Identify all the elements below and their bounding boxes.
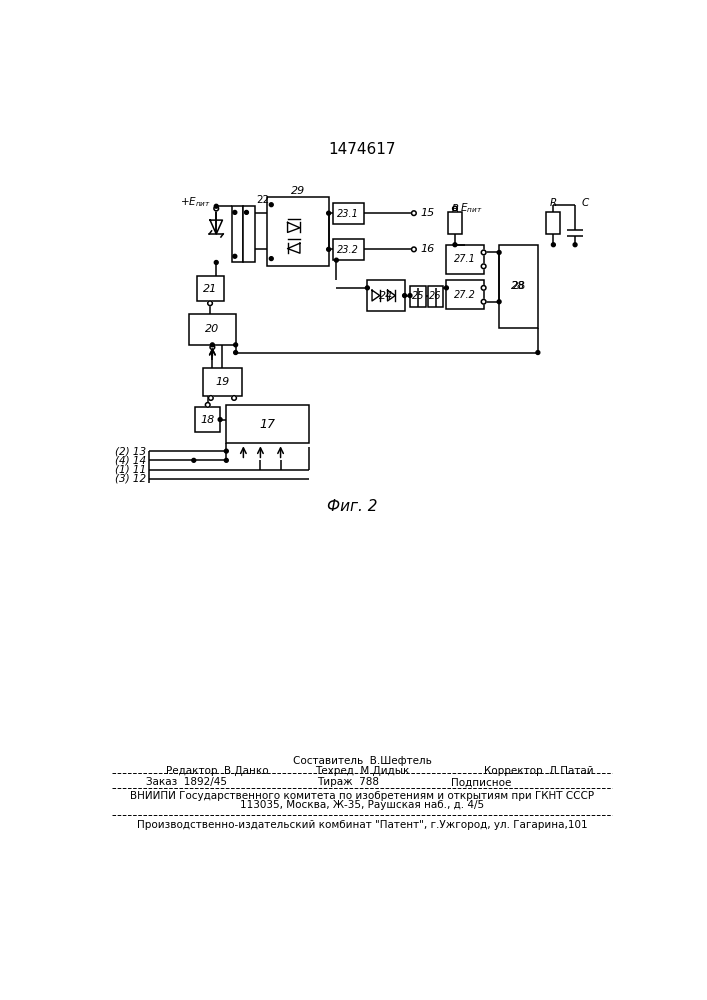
- Bar: [243, 206, 255, 262]
- Circle shape: [233, 254, 237, 258]
- Circle shape: [573, 243, 577, 247]
- Bar: [410, 286, 426, 307]
- Text: R: R: [550, 198, 557, 208]
- Bar: [232, 206, 243, 262]
- Circle shape: [481, 299, 486, 304]
- Text: Подписное: Подписное: [451, 777, 511, 787]
- Bar: [226, 405, 309, 443]
- Text: 15: 15: [420, 208, 434, 218]
- Text: Производственно-издательский комбинат "Патент", г.Ужгород, ул. Гагарина,101: Производственно-издательский комбинат "П…: [136, 820, 588, 830]
- Circle shape: [192, 458, 196, 462]
- Text: 23.2: 23.2: [337, 245, 359, 255]
- Text: (4) 14: (4) 14: [115, 455, 146, 465]
- Circle shape: [211, 343, 214, 347]
- Text: 17: 17: [259, 418, 276, 431]
- Text: 24: 24: [379, 291, 393, 301]
- Text: Составитель  В.Шефтель: Составитель В.Шефтель: [293, 756, 431, 766]
- Circle shape: [218, 418, 222, 421]
- Bar: [189, 314, 235, 345]
- Circle shape: [224, 458, 228, 462]
- Text: 113035, Москва, Ж-35, Раушская наб., д. 4/5: 113035, Москва, Ж-35, Раушская наб., д. …: [240, 800, 484, 810]
- Text: 1474617: 1474617: [328, 142, 396, 157]
- Circle shape: [232, 396, 236, 400]
- Bar: [267, 197, 329, 266]
- Circle shape: [408, 294, 412, 297]
- Circle shape: [206, 403, 210, 407]
- Bar: [499, 245, 538, 328]
- Bar: [332, 239, 363, 260]
- Circle shape: [209, 396, 213, 400]
- Text: Техред  М.Дидык: Техред М.Дидык: [315, 766, 409, 776]
- Circle shape: [411, 247, 416, 252]
- Bar: [195, 407, 220, 432]
- Text: 23.1: 23.1: [337, 209, 359, 219]
- Circle shape: [214, 204, 218, 208]
- Text: Редактор  В.Данко: Редактор В.Данко: [166, 766, 269, 776]
- Circle shape: [208, 301, 212, 306]
- Circle shape: [245, 210, 248, 214]
- Circle shape: [214, 206, 218, 211]
- Circle shape: [366, 286, 369, 290]
- Circle shape: [234, 343, 238, 347]
- Circle shape: [334, 258, 339, 262]
- Circle shape: [453, 243, 457, 247]
- Circle shape: [234, 351, 238, 354]
- Text: +$E_{пит}$: +$E_{пит}$: [180, 195, 211, 209]
- Circle shape: [536, 351, 540, 354]
- Text: 16: 16: [420, 244, 434, 254]
- Text: Корректор  Л.Патай: Корректор Л.Патай: [484, 766, 593, 776]
- Circle shape: [445, 286, 448, 290]
- Text: 28: 28: [511, 281, 525, 291]
- Text: 28: 28: [511, 281, 525, 291]
- Bar: [547, 212, 561, 234]
- Text: 20: 20: [205, 324, 219, 334]
- Circle shape: [214, 261, 218, 264]
- Bar: [448, 212, 462, 234]
- Bar: [428, 286, 443, 307]
- Bar: [446, 280, 484, 309]
- Circle shape: [481, 250, 486, 255]
- Bar: [368, 280, 404, 311]
- Circle shape: [233, 210, 237, 214]
- Circle shape: [327, 211, 331, 215]
- Text: 18: 18: [201, 415, 215, 425]
- Text: 27.2: 27.2: [454, 290, 476, 300]
- Circle shape: [269, 203, 273, 207]
- Circle shape: [224, 449, 228, 453]
- Text: 19: 19: [216, 377, 230, 387]
- Bar: [197, 276, 224, 301]
- Circle shape: [327, 247, 331, 251]
- Text: 25: 25: [411, 291, 424, 301]
- Text: 22: 22: [257, 195, 270, 205]
- Circle shape: [411, 211, 416, 215]
- Text: 29: 29: [291, 186, 305, 196]
- Text: $E_{пит}$: $E_{пит}$: [460, 202, 482, 215]
- Text: R: R: [451, 204, 459, 214]
- Circle shape: [269, 257, 273, 261]
- Text: C: C: [581, 198, 588, 208]
- Circle shape: [497, 251, 501, 254]
- Bar: [446, 245, 484, 274]
- Circle shape: [452, 206, 457, 211]
- Text: (1) 11: (1) 11: [115, 465, 146, 475]
- Text: 26: 26: [429, 291, 442, 301]
- Circle shape: [497, 300, 501, 304]
- Text: (3) 12: (3) 12: [115, 474, 146, 484]
- Circle shape: [551, 243, 555, 247]
- Circle shape: [210, 345, 215, 349]
- Text: (2) 13: (2) 13: [115, 446, 146, 456]
- Text: ВНИИПИ Государственного комитета по изобретениям и открытиям при ГКНТ СССР: ВНИИПИ Государственного комитета по изоб…: [130, 791, 594, 801]
- Text: 21: 21: [204, 284, 218, 294]
- Text: Фиг. 2: Фиг. 2: [327, 499, 377, 514]
- Bar: [203, 368, 242, 396]
- Text: 27.1: 27.1: [454, 254, 476, 264]
- Circle shape: [481, 286, 486, 290]
- Circle shape: [481, 264, 486, 269]
- Text: Заказ  1892/45: Заказ 1892/45: [146, 777, 228, 787]
- Text: Тираж  788: Тираж 788: [317, 777, 379, 787]
- Circle shape: [403, 294, 407, 297]
- Bar: [332, 203, 363, 224]
